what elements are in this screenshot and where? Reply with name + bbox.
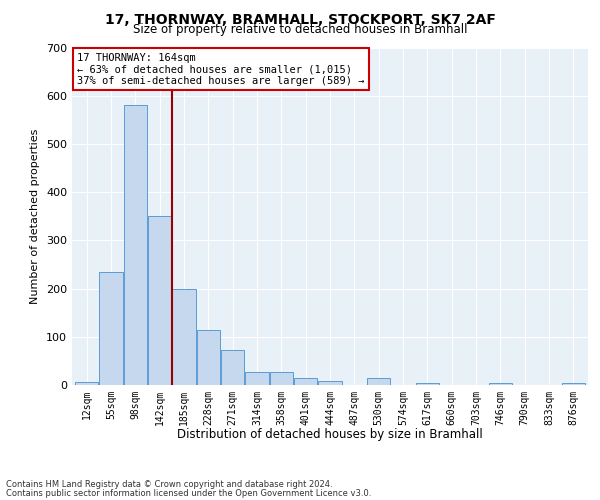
Bar xyxy=(319,381,341,385)
Bar xyxy=(489,382,512,385)
Text: Size of property relative to detached houses in Bramhall: Size of property relative to detached ho… xyxy=(133,22,467,36)
Bar xyxy=(416,382,439,385)
Bar xyxy=(197,330,220,385)
Bar xyxy=(172,288,196,385)
Text: 17 THORNWAY: 164sqm
← 63% of detached houses are smaller (1,015)
37% of semi-det: 17 THORNWAY: 164sqm ← 63% of detached ho… xyxy=(77,52,365,86)
Bar xyxy=(100,272,122,385)
Text: Contains public sector information licensed under the Open Government Licence v3: Contains public sector information licen… xyxy=(6,488,371,498)
Bar xyxy=(562,382,585,385)
Bar xyxy=(75,382,98,385)
Bar xyxy=(245,372,269,385)
Bar xyxy=(270,372,293,385)
Bar xyxy=(367,378,390,385)
Y-axis label: Number of detached properties: Number of detached properties xyxy=(31,128,40,304)
Text: Contains HM Land Registry data © Crown copyright and database right 2024.: Contains HM Land Registry data © Crown c… xyxy=(6,480,332,489)
X-axis label: Distribution of detached houses by size in Bramhall: Distribution of detached houses by size … xyxy=(177,428,483,441)
Text: 17, THORNWAY, BRAMHALL, STOCKPORT, SK7 2AF: 17, THORNWAY, BRAMHALL, STOCKPORT, SK7 2… xyxy=(104,12,496,26)
Bar xyxy=(221,350,244,385)
Bar xyxy=(294,378,317,385)
Bar xyxy=(124,106,147,385)
Bar xyxy=(148,216,171,385)
